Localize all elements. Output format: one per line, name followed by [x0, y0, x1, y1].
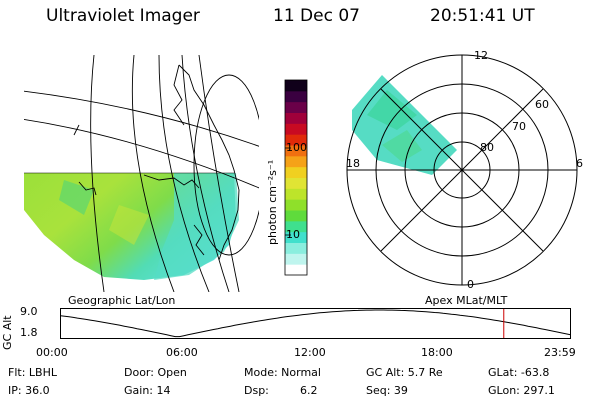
seq-status: Seq: 39	[366, 384, 408, 397]
dsp-value: 6.2	[300, 384, 318, 397]
time-tick-1800: 18:00	[421, 346, 453, 359]
mlt-label-12: 12	[474, 49, 488, 62]
time-tick-2359: 23:59	[544, 346, 576, 359]
ip-status: IP: 36.0	[8, 384, 50, 397]
time-label: 20:51:41 UT	[430, 6, 535, 26]
colorbar-segment	[285, 101, 307, 113]
altitude-ylabel: GC Alt	[1, 315, 14, 350]
polar-plot	[346, 54, 578, 286]
colorbar-segment	[285, 210, 307, 222]
mlt-label-6: 6	[576, 157, 583, 170]
colorbar-segment	[285, 220, 307, 233]
altitude-curve	[60, 309, 571, 338]
colorbar-tick-100: 100	[286, 141, 307, 154]
colorbar-segment	[285, 80, 307, 92]
colorbar-segment	[285, 166, 307, 178]
altitude-plot	[60, 308, 571, 339]
altitude-ymax: 9.0	[20, 305, 38, 318]
altitude-ymin: 1.8	[20, 326, 38, 339]
colorbar-segment	[285, 112, 307, 124]
polar-image-patch	[382, 130, 422, 162]
colorbar-segment	[285, 231, 307, 243]
polar-circle	[193, 74, 259, 256]
colorbar-segment	[285, 90, 307, 103]
mode-status: Mode: Normal	[244, 366, 321, 379]
mlat-label-60: 60	[535, 98, 549, 111]
glon-status: GLon: 297.1	[488, 384, 555, 397]
colorbar-segment	[285, 123, 307, 135]
mlt-spokes	[347, 55, 577, 285]
time-tick-1200: 12:00	[294, 346, 326, 359]
colorbar-segment	[285, 177, 307, 189]
geographic-map	[24, 54, 259, 292]
filter-status: Flt: LBHL	[8, 366, 57, 379]
door-status: Door: Open	[124, 366, 187, 379]
longitude-grid	[90, 54, 240, 292]
colorbar-segment	[285, 199, 307, 211]
coastline	[73, 64, 240, 261]
colorbar-segment	[285, 242, 307, 254]
instrument-title: Ultraviolet Imager	[46, 6, 200, 26]
gain-status: Gain: 14	[124, 384, 171, 397]
gc-alt-status: GC Alt: 5.7 Re	[366, 366, 443, 379]
dsp-label: Dsp:	[244, 384, 269, 397]
colorbar	[284, 79, 308, 276]
mlt-label-0: 0	[467, 278, 474, 291]
colorbar-scale	[285, 80, 307, 276]
date-label: 11 Dec 07	[273, 6, 360, 26]
geo-caption: Geographic Lat/Lon	[68, 294, 176, 307]
polar-image-patch	[367, 90, 417, 130]
colorbar-segment	[285, 145, 307, 157]
colorbar-segment	[285, 134, 307, 146]
time-tick-0000: 00:00	[36, 346, 68, 359]
colorbar-segment	[285, 264, 307, 276]
colorbar-segment	[285, 253, 307, 265]
colorbar-tick-10: 10	[286, 228, 300, 241]
glat-status: GLat: -63.8	[488, 366, 550, 379]
time-tick-0600: 06:00	[166, 346, 198, 359]
uv-image-cyan-band	[154, 173, 239, 280]
colorbar-segment	[285, 188, 307, 200]
colorbar-segment	[285, 155, 307, 168]
mlat-label-70: 70	[512, 120, 526, 133]
uv-patch	[109, 205, 149, 245]
latitude-grid	[24, 90, 259, 189]
colorbar-unit-label: photon cm⁻²s⁻¹	[266, 159, 279, 245]
mlat-label-80: 80	[480, 141, 494, 154]
polar-caption: Apex MLat/MLT	[425, 294, 508, 307]
mlt-label-18: 18	[346, 157, 360, 170]
